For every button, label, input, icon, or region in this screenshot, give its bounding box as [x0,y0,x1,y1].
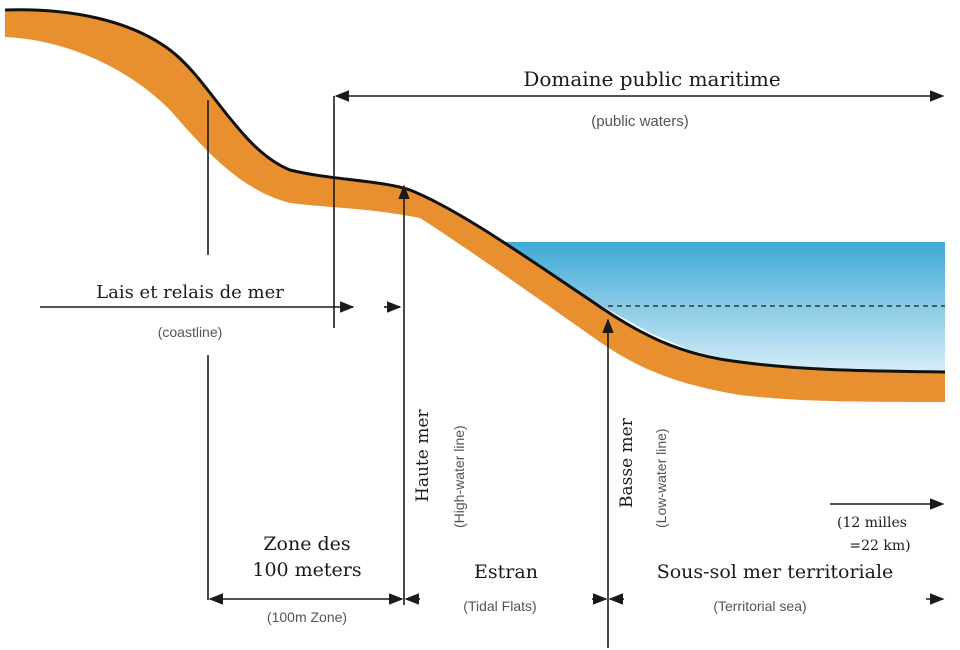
zone-100-label-line1: Zone des [263,533,350,555]
land-surface-line [4,8,946,374]
basse-mer-sublabel: (Low-water line) [653,428,669,528]
domaine-public-sublabel: (public waters) [591,113,689,130]
zone-100-label-line2: 100 meters [252,559,361,581]
land-band [5,9,945,403]
sous-sol-sublabel: (Territorial sea) [713,598,806,614]
twelve-miles-label-line1: (12 milles [837,515,907,531]
estran-sublabel: (Tidal Flats) [463,598,536,614]
twelve-miles-label-line2: =22 km) [849,538,910,554]
haute-mer-sublabel: (High-water line) [451,425,467,528]
lais-relais-sublabel: (coastline) [158,324,223,340]
domaine-public-label: Domaine public maritime [523,67,780,91]
basse-mer-label: Basse mer [617,417,637,508]
zone-100-sublabel: (100m Zone) [267,609,347,625]
sous-sol-label: Sous-sol mer territoriale [657,561,894,583]
lais-relais-label: Lais et relais de mer [96,282,284,303]
sea-water [505,242,945,372]
haute-mer-label: Haute mer [413,409,433,502]
estran-label: Estran [474,561,538,583]
